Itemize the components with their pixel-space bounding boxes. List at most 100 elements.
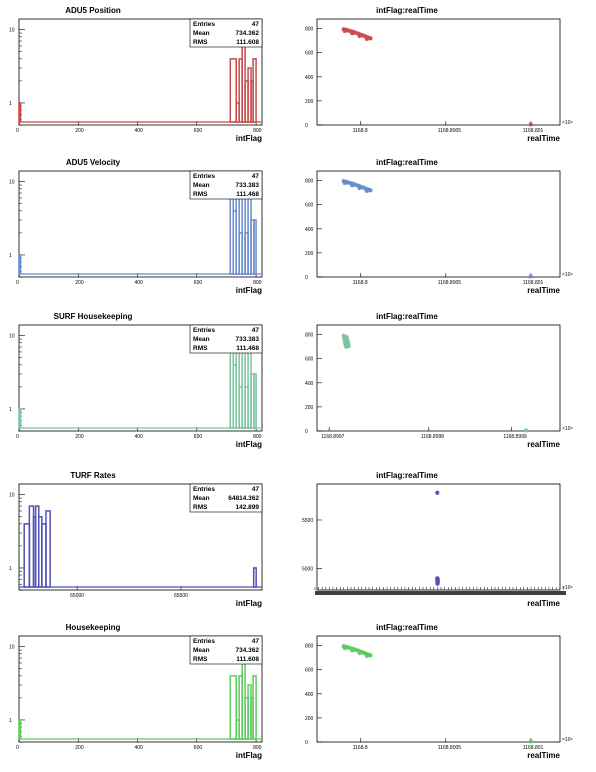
y-tick-label: 0 xyxy=(305,429,308,435)
scatter-point xyxy=(346,645,351,650)
chart-title: Housekeeping xyxy=(66,623,121,632)
scatter-point xyxy=(343,344,349,349)
scatter-point xyxy=(435,490,440,495)
y-tick-label: 200 xyxy=(305,405,314,411)
y-tick-label: 1 xyxy=(9,718,12,724)
stats-key: Mean xyxy=(193,182,210,189)
y-tick-label: 600 xyxy=(305,668,314,674)
x-tick-label: 1168.801 xyxy=(523,128,544,134)
x-tick-label: 1168.8005 xyxy=(438,128,461,134)
y-tick-label: 800 xyxy=(305,644,314,650)
y-tick-label: 1 xyxy=(9,101,12,107)
x-tick-label: 800 xyxy=(253,280,262,286)
x-tick-label: 200 xyxy=(75,745,84,751)
hist-bar xyxy=(229,675,237,740)
y-tick-label: 10 xyxy=(9,180,15,186)
x-axis-label: intFlag xyxy=(236,440,262,449)
scatter-point xyxy=(357,650,362,656)
x-tick-label: 600 xyxy=(194,128,203,134)
stats-value: 47 xyxy=(252,21,260,28)
x-tick-label: 200 xyxy=(75,280,84,286)
stats-key: Entries xyxy=(193,173,215,180)
scatter-point xyxy=(360,650,366,655)
stats-value: 111.468 xyxy=(236,345,259,352)
x-tick-label: 1168.8 xyxy=(353,128,368,134)
scatter-point xyxy=(364,653,370,659)
hist-bar xyxy=(18,102,22,123)
plot-frame xyxy=(18,170,263,278)
scatter-point xyxy=(360,185,366,190)
x-tick-label: 600 xyxy=(194,434,203,440)
x-exponent-label: ×10⁹ xyxy=(562,272,573,278)
x-tick-label: 1168.8 xyxy=(353,280,368,286)
hist-bar xyxy=(253,373,257,429)
stats-value: 111.468 xyxy=(236,191,259,198)
scatter-point xyxy=(363,34,368,39)
y-tick-label: 200 xyxy=(305,716,314,722)
stats-value: 733.383 xyxy=(236,182,260,189)
scatter-point xyxy=(350,31,355,36)
stats-key: Mean xyxy=(193,495,210,502)
scatter-point xyxy=(528,274,534,279)
stats-box xyxy=(189,170,263,200)
chart-title: ADU5 Position xyxy=(65,6,121,15)
y-tick-label: 10 xyxy=(9,493,15,499)
x-tick-label: 65000 xyxy=(70,593,84,599)
hist-bar xyxy=(18,719,22,740)
hist-bar xyxy=(252,58,257,123)
chart-title: intFlag:realTime xyxy=(376,312,438,321)
scatter-point xyxy=(342,180,348,186)
scatter-point xyxy=(363,651,368,656)
x-axis-label: realTime xyxy=(527,134,560,143)
x-tick-label: 600 xyxy=(194,745,203,751)
scatter-point xyxy=(368,653,373,658)
x-exponent-label: ×10⁹ xyxy=(562,585,573,591)
x-tick-label: 400 xyxy=(135,280,144,286)
y-tick-label: 400 xyxy=(305,692,314,698)
chart-title: SURF Housekeeping xyxy=(54,312,133,321)
x-tick-label: 1168.8998 xyxy=(421,434,444,440)
hist-bar xyxy=(252,567,257,588)
scatter-point xyxy=(353,647,359,653)
chart-panel-2: intFlag:realTime realTime 0 200 400 600 800 116… xyxy=(305,6,573,143)
x-tick-label: 1168.801 xyxy=(523,280,544,286)
scatter-point xyxy=(528,739,534,744)
x-tick-label: 1168.8005 xyxy=(438,280,461,286)
stats-box xyxy=(189,483,263,513)
x-tick-label: 1168.8 xyxy=(353,745,368,751)
scatter-point xyxy=(523,428,529,433)
y-tick-label: 600 xyxy=(305,203,314,209)
chart-panel-10: intFlag:realTime realTime 0 200 400 600 800 116… xyxy=(305,623,573,760)
y-tick-label: 400 xyxy=(305,227,314,233)
scatter-point xyxy=(344,334,349,340)
hist-bar xyxy=(23,523,31,588)
plot-frame xyxy=(316,324,561,432)
plot-frame xyxy=(18,324,263,432)
scatter-point xyxy=(346,343,351,349)
plot-frame xyxy=(316,635,561,743)
scatter-point xyxy=(356,31,361,36)
x-tick-label: 1168.801 xyxy=(523,745,544,751)
scatter-point xyxy=(353,182,359,188)
scatter-point xyxy=(344,337,350,342)
plot-frame xyxy=(18,18,263,126)
x-tick-label: 65500 xyxy=(174,593,188,599)
chart-panel-4: intFlag:realTime realTime 0 200 400 600 800 116… xyxy=(305,158,573,295)
plot-frame xyxy=(18,635,263,743)
stats-value: 47 xyxy=(252,327,260,334)
y-tick-label: 1 xyxy=(9,253,12,259)
chart-title: intFlag:realTime xyxy=(376,471,438,480)
stats-value: 734.362 xyxy=(236,647,260,654)
stats-key: Mean xyxy=(193,336,210,343)
stats-value: 734.362 xyxy=(236,30,260,37)
chart-panel-8: intFlag:realTime realTime 5500 5000 ×10⁹ xyxy=(302,471,573,608)
chart-title: intFlag:realTime xyxy=(376,158,438,167)
x-exponent-label: ×10⁹ xyxy=(562,426,573,432)
scatter-point xyxy=(435,581,440,586)
scatter-point xyxy=(364,36,370,42)
x-exponent-label: ×10⁹ xyxy=(562,120,573,126)
scatter-point xyxy=(528,122,534,127)
stats-key: RMS xyxy=(193,191,208,198)
x-tick-label: 1168.8999 xyxy=(503,434,526,440)
